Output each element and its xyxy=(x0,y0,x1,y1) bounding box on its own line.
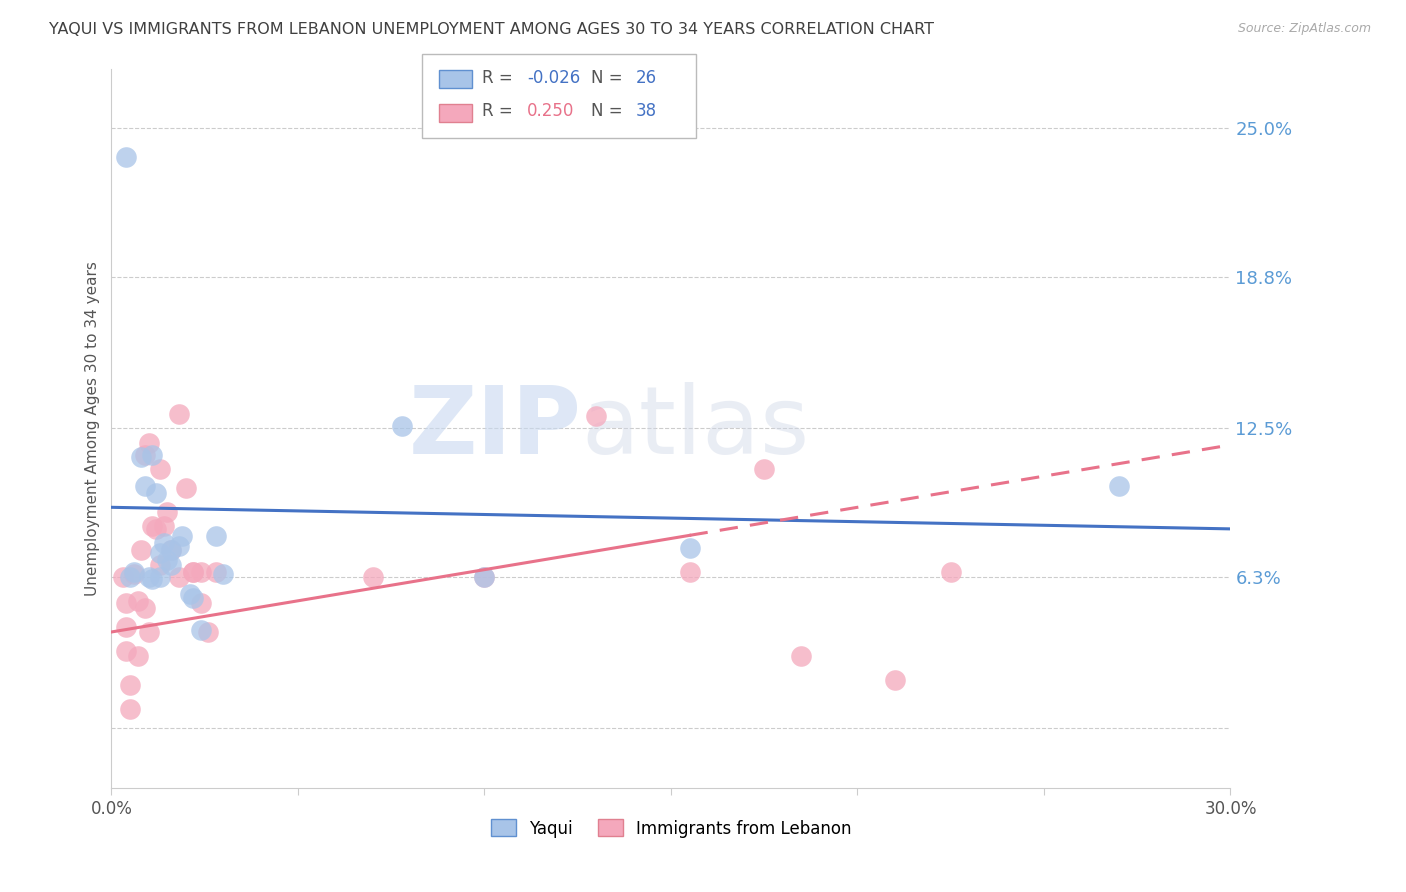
Legend: Yaqui, Immigrants from Lebanon: Yaqui, Immigrants from Lebanon xyxy=(484,813,858,844)
Text: YAQUI VS IMMIGRANTS FROM LEBANON UNEMPLOYMENT AMONG AGES 30 TO 34 YEARS CORRELAT: YAQUI VS IMMIGRANTS FROM LEBANON UNEMPLO… xyxy=(49,22,934,37)
Point xyxy=(167,570,190,584)
Point xyxy=(474,570,496,584)
Point xyxy=(141,448,163,462)
Point xyxy=(160,543,183,558)
Text: R =: R = xyxy=(482,69,519,87)
Point xyxy=(678,565,700,579)
Point xyxy=(883,673,905,687)
Text: R =: R = xyxy=(482,103,523,120)
Point xyxy=(149,546,172,560)
Point xyxy=(939,565,962,579)
Point xyxy=(585,409,607,424)
Point xyxy=(190,565,212,579)
Point xyxy=(160,543,183,558)
Point xyxy=(138,570,160,584)
Point xyxy=(474,570,496,584)
Point xyxy=(152,536,174,550)
Point xyxy=(183,565,205,579)
Point xyxy=(167,407,190,421)
Point xyxy=(174,481,197,495)
Point xyxy=(127,648,149,663)
Text: 26: 26 xyxy=(636,69,657,87)
Point xyxy=(205,565,228,579)
Point xyxy=(790,648,813,663)
Point xyxy=(149,462,172,476)
Point xyxy=(111,570,134,584)
Text: ZIP: ZIP xyxy=(409,382,582,475)
Point xyxy=(197,625,219,640)
Point xyxy=(205,529,228,543)
Point xyxy=(754,462,776,476)
Point xyxy=(149,570,172,584)
Point xyxy=(160,558,183,572)
Point xyxy=(115,644,138,658)
Point xyxy=(115,596,138,610)
Point xyxy=(145,486,167,500)
Point xyxy=(190,596,212,610)
Point xyxy=(183,591,205,606)
Point xyxy=(127,594,149,608)
Point xyxy=(172,529,194,543)
Point xyxy=(115,150,138,164)
Point xyxy=(120,570,142,584)
Text: 0.250: 0.250 xyxy=(527,103,575,120)
Point xyxy=(183,565,205,579)
Point xyxy=(134,601,156,615)
Point xyxy=(120,702,142,716)
Point xyxy=(190,623,212,637)
Text: 38: 38 xyxy=(636,103,657,120)
Point xyxy=(149,558,172,572)
Point xyxy=(391,418,413,433)
Point xyxy=(678,541,700,555)
Point xyxy=(156,553,179,567)
Point xyxy=(156,505,179,519)
Point xyxy=(1108,479,1130,493)
Point xyxy=(167,539,190,553)
Text: -0.026: -0.026 xyxy=(527,69,581,87)
Point xyxy=(179,586,201,600)
Point xyxy=(141,572,163,586)
Text: Source: ZipAtlas.com: Source: ZipAtlas.com xyxy=(1237,22,1371,36)
Point xyxy=(138,435,160,450)
Point xyxy=(145,522,167,536)
Point xyxy=(134,448,156,462)
Point xyxy=(120,678,142,692)
Point xyxy=(138,625,160,640)
Text: atlas: atlas xyxy=(582,382,810,475)
Point xyxy=(212,567,235,582)
Point xyxy=(129,543,152,558)
Point xyxy=(141,519,163,533)
Point xyxy=(129,450,152,464)
Text: N =: N = xyxy=(591,69,627,87)
Point xyxy=(122,565,145,579)
Point xyxy=(134,479,156,493)
Point xyxy=(122,567,145,582)
Y-axis label: Unemployment Among Ages 30 to 34 years: Unemployment Among Ages 30 to 34 years xyxy=(86,260,100,596)
Point xyxy=(361,570,384,584)
Point xyxy=(115,620,138,634)
Text: N =: N = xyxy=(591,103,627,120)
Point xyxy=(152,519,174,533)
